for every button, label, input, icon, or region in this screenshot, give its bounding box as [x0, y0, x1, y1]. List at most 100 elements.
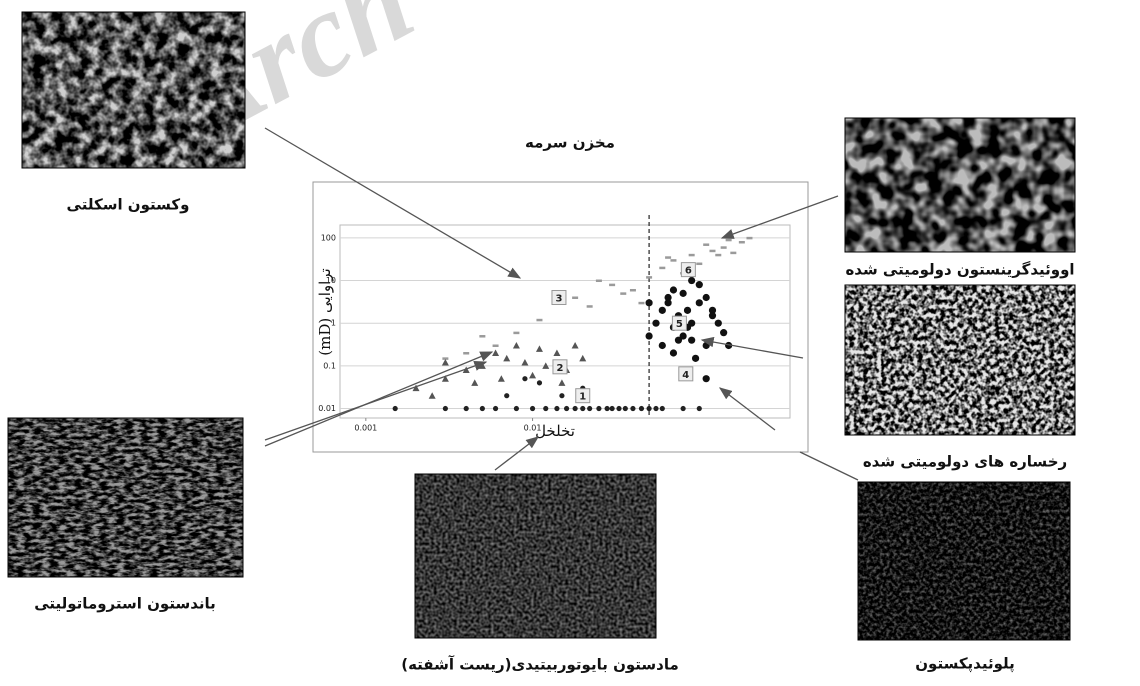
data-point [695, 281, 703, 289]
data-point [503, 354, 511, 362]
arrow [264, 360, 488, 441]
data-point [513, 405, 519, 412]
zone-box [671, 315, 687, 331]
data-point [535, 345, 543, 352]
data-point [730, 251, 737, 255]
panel: اووئیدگرینستون دولومیتی شده [844, 117, 1076, 279]
data-point [392, 405, 398, 412]
data-point [664, 299, 672, 307]
arrow [718, 387, 776, 431]
data-point [471, 379, 479, 386]
data-point [696, 262, 703, 266]
data-point [609, 283, 616, 287]
y-tick-label: 0.01 [318, 404, 336, 413]
data-point [658, 306, 666, 314]
zone-label: 4 [682, 370, 689, 381]
data-point [586, 305, 593, 308]
zone-box [575, 388, 591, 404]
data-point [463, 405, 469, 412]
data-point [536, 380, 543, 386]
x-tick-label: 0.01 [524, 424, 542, 433]
data-point [702, 341, 710, 350]
panel-caption: مادستون بایوتوربیتیدی(ریست آشفته) [401, 656, 679, 674]
data-point [638, 405, 645, 412]
data-point [630, 405, 636, 412]
data-point [714, 319, 722, 327]
y-tick-label: 100 [321, 233, 336, 242]
data-point [553, 349, 561, 357]
arrow [264, 351, 494, 447]
data-point [674, 336, 683, 344]
data-point [497, 375, 505, 382]
data-point [513, 331, 520, 335]
arrow [720, 195, 839, 239]
data-point [522, 376, 528, 382]
data-point [725, 238, 732, 242]
data-point [441, 375, 449, 382]
data-point [563, 405, 570, 412]
data-point [512, 342, 520, 349]
data-point [479, 335, 486, 338]
data-point [688, 276, 696, 285]
micrograph-texture [845, 118, 1075, 252]
data-point [622, 405, 628, 412]
panel-caption: رخساره های دولومیتی شده [863, 453, 1067, 471]
zone-box [678, 366, 694, 382]
arrow [494, 436, 540, 471]
data-point [720, 329, 728, 337]
data-point [536, 318, 543, 322]
data-point [620, 292, 627, 295]
y-tick-label: 1 [331, 319, 336, 328]
data-point [571, 342, 579, 349]
data-point [646, 405, 652, 412]
data-point [529, 405, 536, 412]
plot-area [339, 224, 791, 419]
data-point [492, 349, 500, 357]
data-point [595, 279, 602, 283]
data-point [702, 293, 710, 302]
data-point [720, 246, 727, 249]
data-point [609, 405, 615, 412]
data-point [703, 243, 710, 246]
zone-label: 2 [556, 363, 563, 374]
data-point [587, 405, 593, 412]
data-point [709, 249, 716, 253]
arrow [700, 336, 804, 359]
data-point [554, 405, 560, 412]
data-point [646, 276, 653, 279]
zone-box [551, 289, 567, 305]
data-point [669, 286, 678, 294]
data-point [680, 405, 686, 412]
panel: پلوئیدپکستون [857, 481, 1071, 674]
connector [799, 451, 859, 481]
zone-label: 6 [685, 266, 692, 277]
y-tick-label: 0.1 [323, 361, 336, 370]
data-point [529, 371, 537, 379]
data-point [659, 405, 665, 412]
data-point [715, 253, 722, 257]
zone-label: 5 [676, 319, 683, 330]
data-point [558, 379, 566, 386]
data-point [492, 405, 499, 412]
plot: 0.01 0.1 1 10 100 0.001 0.01 1 2 3 4 5 6 [318, 215, 791, 433]
panel-caption: باندستون استروماتولیتی [34, 595, 216, 613]
data-point [462, 366, 470, 373]
data-point [428, 392, 436, 399]
data-point [504, 393, 510, 399]
data-point [670, 259, 677, 262]
data-point [542, 362, 550, 369]
x-tick-label: 0.001 [354, 424, 377, 433]
data-point [645, 299, 653, 307]
data-point [463, 352, 470, 355]
data-point [412, 384, 420, 392]
data-point [665, 256, 672, 259]
data-point [708, 306, 717, 314]
micrograph-texture [845, 285, 1075, 435]
data-point [604, 405, 610, 412]
arrow [264, 127, 522, 279]
data-point [572, 296, 579, 299]
data-point [442, 405, 448, 412]
data-point [492, 344, 499, 348]
data-point [708, 312, 717, 320]
data-point [559, 393, 565, 399]
